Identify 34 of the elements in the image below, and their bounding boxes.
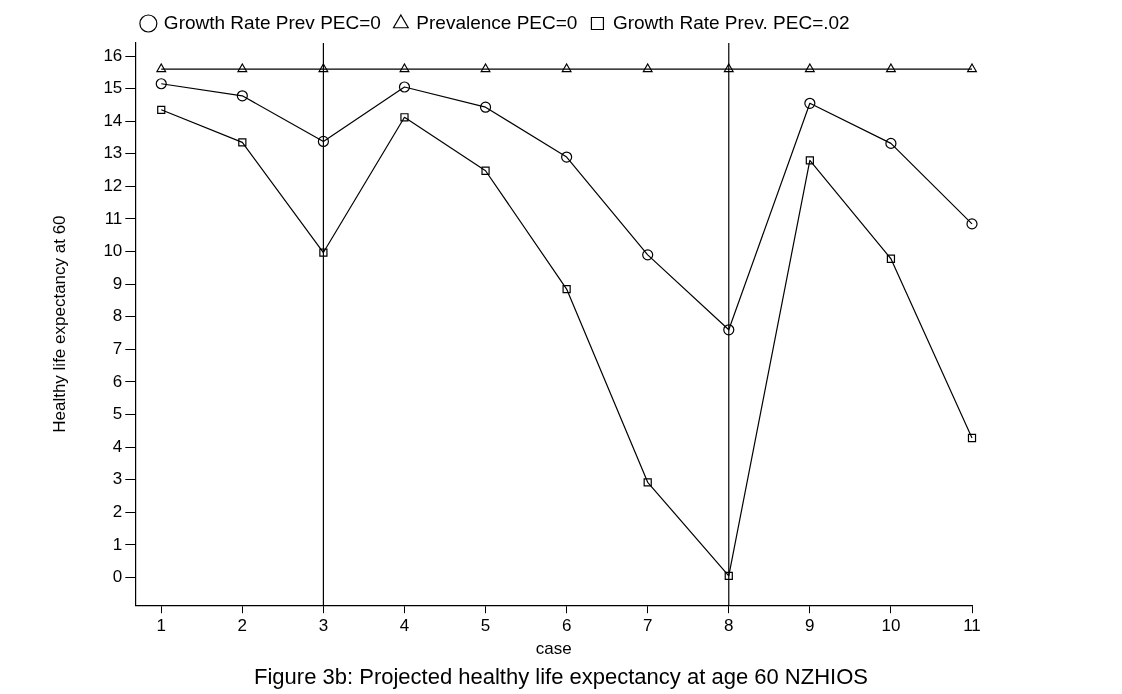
y-tick-label: 6 bbox=[112, 371, 123, 391]
y-tick-label: 3 bbox=[112, 469, 123, 489]
y-tick-label: 11 bbox=[104, 208, 123, 228]
legend-label: Prevalence PEC=0 bbox=[416, 11, 578, 33]
y-tick-label: 13 bbox=[103, 143, 123, 163]
x-tick-label: 10 bbox=[881, 616, 901, 636]
x-tick-label: 1 bbox=[156, 616, 166, 636]
y-axis-title: Healthy life expectancy at 60 bbox=[49, 215, 69, 433]
y-tick-label: 7 bbox=[112, 339, 123, 359]
x-tick-label: 2 bbox=[237, 616, 248, 636]
y-tick-label: 0 bbox=[112, 567, 123, 587]
x-tick-label: 6 bbox=[561, 616, 572, 636]
x-tick-label: 9 bbox=[805, 616, 815, 636]
y-tick-label: 10 bbox=[103, 241, 123, 261]
x-tick-label: 8 bbox=[724, 616, 734, 636]
y-tick-label: 15 bbox=[103, 78, 123, 98]
x-tick-label: 4 bbox=[399, 616, 410, 636]
y-tick-label: 4 bbox=[112, 436, 123, 456]
x-axis-title: case bbox=[535, 639, 572, 659]
y-tick-label: 1 bbox=[112, 534, 123, 554]
y-tick-label: 16 bbox=[103, 45, 123, 65]
x-tick-label: 5 bbox=[480, 616, 491, 636]
x-tick-label: 3 bbox=[318, 616, 329, 636]
y-tick-label: 9 bbox=[112, 273, 123, 293]
y-tick-label: 14 bbox=[103, 110, 123, 130]
y-tick-label: 5 bbox=[112, 404, 123, 424]
y-tick-label: 8 bbox=[112, 306, 123, 326]
legend-label: Growth Rate Prev. PEC=.02 bbox=[612, 11, 850, 33]
y-tick-label: 2 bbox=[112, 502, 123, 521]
y-tick-label: 12 bbox=[103, 176, 123, 196]
caption: Figure 3b: Projected healthy life expectancy at age 60 NZHIOS bbox=[253, 664, 869, 690]
x-tick-label: 7 bbox=[642, 616, 653, 636]
x-tick-label: 11 bbox=[963, 616, 981, 636]
legend-label: Growth Rate Prev PEC=0 bbox=[163, 11, 381, 33]
